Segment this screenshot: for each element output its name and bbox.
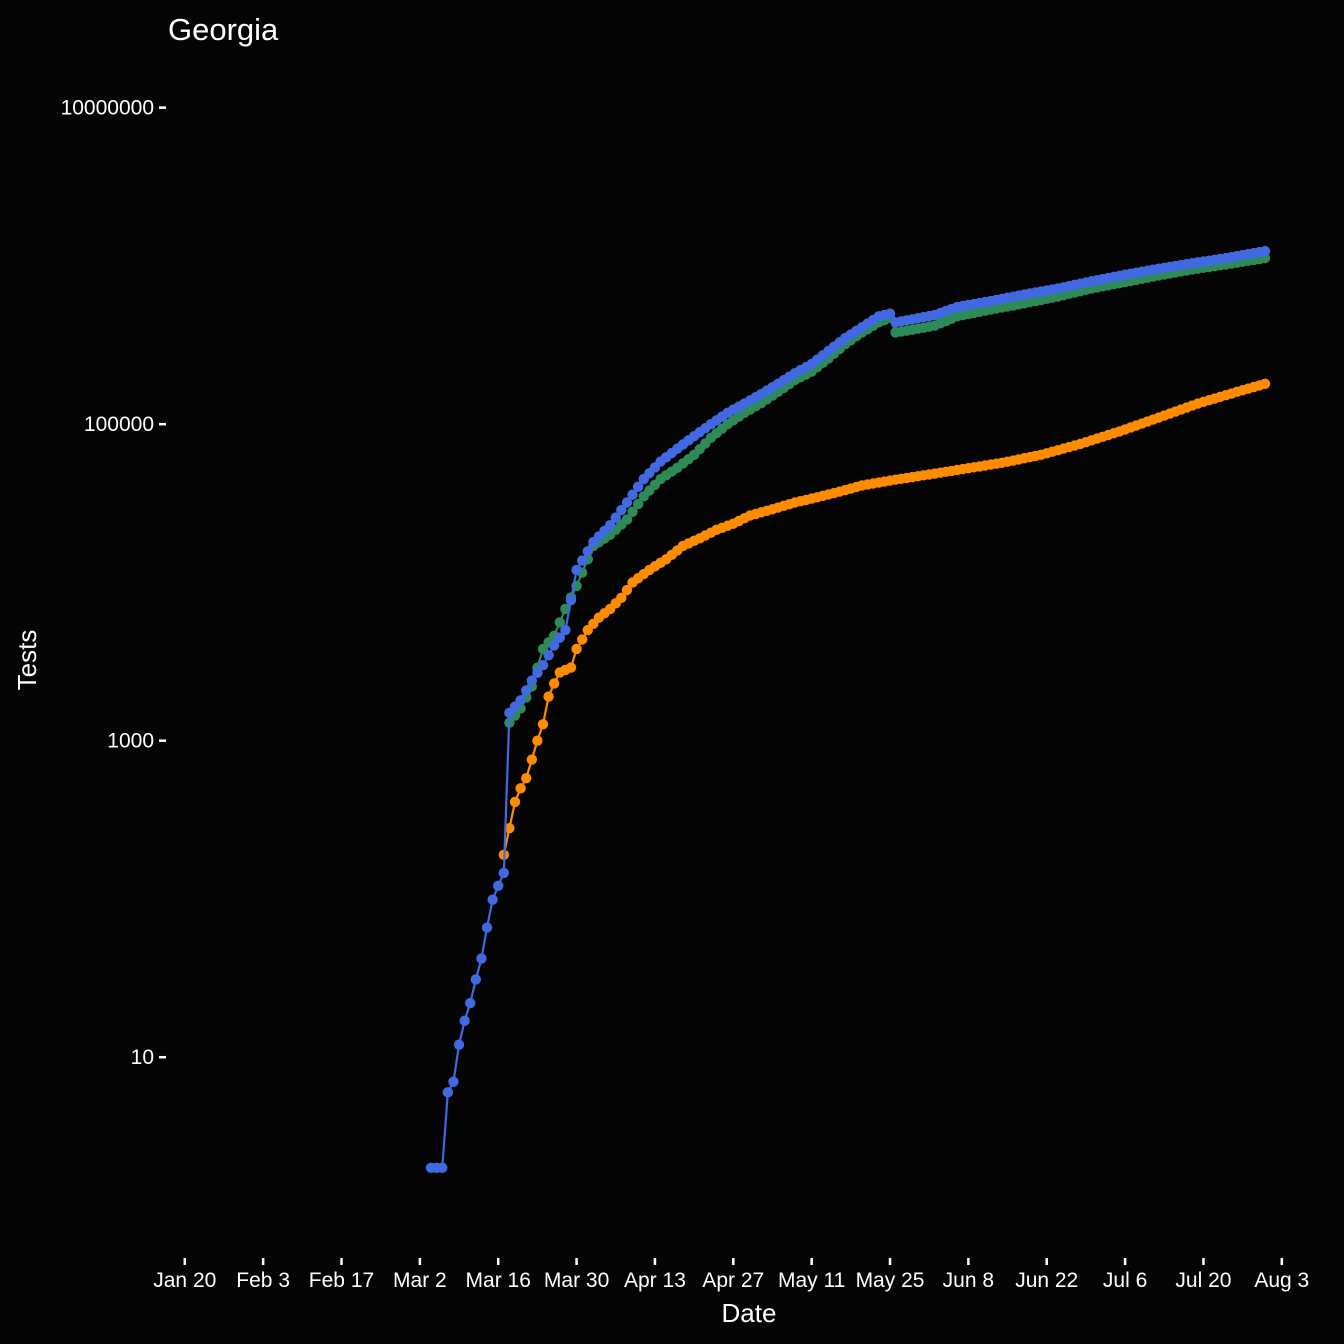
data-point [526,675,538,686]
series-0 [425,245,1271,1174]
data-point [565,662,577,673]
data-point [509,796,521,808]
x-tick-label: Mar 2 [393,1269,447,1292]
chart-title: Georgia [168,12,279,47]
data-point [884,308,896,319]
data-point [481,922,493,933]
data-point [571,643,582,655]
x-tick-label: Apr 27 [702,1269,764,1292]
x-tick-label: May 25 [856,1269,925,1292]
data-point [548,678,560,689]
data-point [487,894,498,905]
data-point [1259,378,1271,389]
data-point [537,659,549,671]
data-point [576,634,588,645]
x-tick-label: Feb 17 [309,1269,374,1292]
data-point [627,506,638,517]
data-point [515,695,526,706]
y-tick-label: 10000000 [61,97,154,120]
data-point [493,880,504,892]
data-point [610,512,621,523]
x-tick-label: Mar 30 [544,1269,609,1292]
data-point [632,481,644,493]
y-axis: 10 1000 100000 10000000 [61,97,166,1069]
x-tick-label: Feb 3 [236,1269,290,1292]
data-point [576,555,588,566]
data-point [465,997,476,1009]
data-point [627,489,638,500]
x-axis: Jan 20 Feb 3 Feb 17 Mar 2 Mar 16 Mar 30 Apr 13… [153,1258,1309,1292]
data-point [571,564,582,576]
y-tick-label: 1000 [107,730,154,753]
data-point [526,754,538,765]
data-point [616,592,627,603]
y-axis-title: Tests [12,630,42,691]
data-point [616,504,627,516]
data-point [504,822,515,834]
x-tick-label: Jul 6 [1103,1269,1147,1292]
x-tick-label: Mar 16 [466,1269,531,1292]
data-point [453,1039,465,1050]
x-tick-label: Apr 13 [624,1269,686,1292]
data-point [498,867,510,879]
data-point [521,772,532,784]
data-point [604,519,616,531]
x-tick-label: Jun 22 [1015,1269,1078,1292]
x-tick-label: Jun 8 [943,1269,994,1292]
x-tick-label: May 11 [778,1269,845,1292]
data-point [554,617,565,628]
x-axis-title: Date [722,1298,777,1328]
x-tick-label: Aug 3 [1254,1269,1309,1292]
y-tick-label: 100000 [84,413,154,436]
data-point [548,640,560,651]
x-tick-label: Jan 20 [153,1269,216,1292]
data-point [543,691,554,702]
series-2 [498,378,1271,861]
data-point [515,783,526,794]
data-point [476,953,487,964]
y-tick-label: 10 [131,1046,154,1069]
data-point [560,624,571,636]
data-point [621,514,633,525]
data-point [442,1087,454,1098]
plot-area [425,245,1271,1174]
data-point [521,685,532,696]
data-point [621,584,633,596]
data-point [554,632,565,643]
data-point [632,498,644,510]
data-point [448,1076,459,1087]
data-point [437,1162,448,1174]
data-point [565,594,577,606]
data-point [532,735,543,746]
x-tick-label: Jul 20 [1175,1269,1231,1292]
data-point [543,650,554,661]
data-point [537,719,549,730]
data-point [621,497,633,508]
data-point [459,1015,470,1026]
data-point [470,974,482,985]
data-point [1259,245,1271,257]
data-point [532,667,543,679]
data-point [582,546,593,557]
